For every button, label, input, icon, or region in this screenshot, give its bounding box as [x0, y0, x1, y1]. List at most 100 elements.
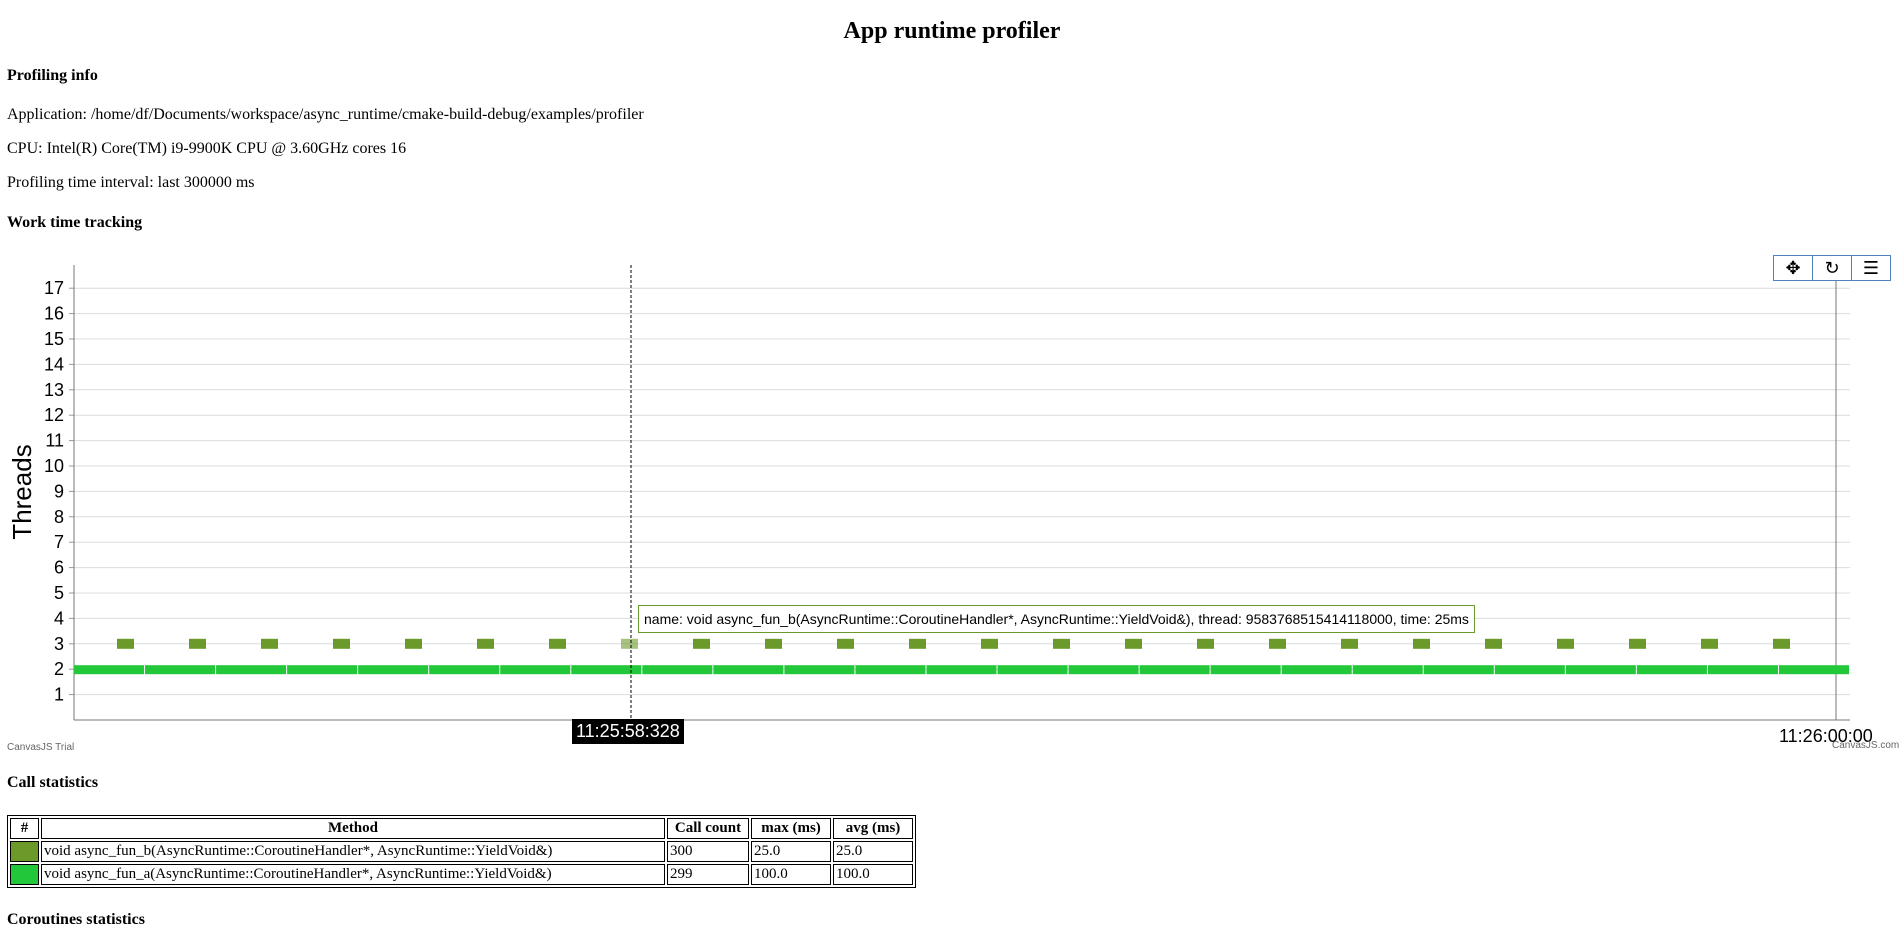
- bar-segment-fun-a[interactable]: [855, 665, 926, 675]
- bar-segment-fun-b[interactable]: [693, 638, 710, 649]
- bar-segment-fun-a[interactable]: [1068, 665, 1139, 675]
- col-max: max (ms): [751, 818, 831, 839]
- bar-segment-fun-b[interactable]: [477, 638, 494, 649]
- avg-cell: 100.0: [833, 864, 913, 885]
- col-call-count: Call count: [667, 818, 749, 839]
- y-axis-label: Threads: [7, 444, 37, 539]
- bar-segment-fun-a[interactable]: [1707, 665, 1778, 675]
- bar-segment-fun-b[interactable]: [1701, 638, 1718, 649]
- profiling-interval: Profiling time interval: last 300000 ms: [7, 174, 255, 191]
- bar-segment-fun-b[interactable]: [189, 638, 206, 649]
- bar-segment-fun-a[interactable]: [1210, 665, 1281, 675]
- menu-icon: ☰: [1862, 257, 1880, 279]
- cursor-time-label: 11:25:58:328: [572, 719, 684, 744]
- bar-segment-fun-a[interactable]: [74, 665, 145, 675]
- bar-segment-fun-a[interactable]: [713, 665, 784, 675]
- canvasjs-credit[interactable]: CanvasJS.com: [1832, 740, 1900, 751]
- y-tick-label: 12: [44, 405, 64, 425]
- y-tick-label: 16: [44, 304, 64, 324]
- call-count-cell: 299: [667, 864, 749, 885]
- bar-segment-fun-a[interactable]: [571, 665, 642, 675]
- bar-segment-fun-b[interactable]: [1341, 638, 1358, 649]
- bar-segment-fun-b[interactable]: [1485, 638, 1502, 649]
- bar-segment-fun-b[interactable]: [333, 638, 350, 649]
- bar-segment-fun-a[interactable]: [500, 665, 571, 675]
- bar-segment-fun-b[interactable]: [1773, 638, 1790, 649]
- call-stats-heading: Call statistics: [7, 774, 99, 791]
- col-avg: avg (ms): [833, 818, 913, 839]
- pan-button[interactable]: ✥: [1773, 255, 1813, 281]
- bar-segment-fun-a[interactable]: [1423, 665, 1494, 675]
- bar-segment-fun-b[interactable]: [549, 638, 566, 649]
- y-tick-label: 10: [44, 456, 64, 476]
- bar-segment-fun-b[interactable]: [261, 638, 278, 649]
- y-tick-label: 17: [44, 278, 64, 298]
- bar-segment-fun-a[interactable]: [1565, 665, 1636, 675]
- bar-segment-fun-a[interactable]: [145, 665, 216, 675]
- method-cell: void async_fun_b(AsyncRuntime::Coroutine…: [41, 841, 665, 862]
- cpu-info: CPU: Intel(R) Core(TM) i9-9900K CPU @ 3.…: [7, 140, 407, 157]
- bar-segment-fun-b[interactable]: [1269, 638, 1286, 649]
- page-title: App runtime profiler: [843, 18, 1061, 44]
- method-cell: void async_fun_a(AsyncRuntime::Coroutine…: [41, 864, 665, 885]
- y-tick-label: 6: [54, 558, 64, 578]
- bar-segment-fun-a[interactable]: [429, 665, 500, 675]
- bar-segment-fun-b[interactable]: [621, 638, 638, 649]
- bar-segment-fun-b[interactable]: [1125, 638, 1142, 649]
- canvasjs-trial-credit: CanvasJS Trial: [7, 742, 75, 753]
- bar-segment-fun-a[interactable]: [287, 665, 358, 675]
- call-count-cell: 300: [667, 841, 749, 862]
- bar-segment-fun-a[interactable]: [216, 665, 287, 675]
- bar-segment-fun-b[interactable]: [765, 638, 782, 649]
- bar-segment-fun-b[interactable]: [981, 638, 998, 649]
- y-tick-label: 8: [54, 507, 64, 527]
- bar-segment-fun-a[interactable]: [784, 665, 855, 675]
- max-cell: 25.0: [751, 841, 831, 862]
- bar-segment-fun-a[interactable]: [1139, 665, 1210, 675]
- y-tick-label: 4: [54, 608, 64, 628]
- bar-segment-fun-a[interactable]: [1352, 665, 1423, 675]
- work-time-heading: Work time tracking: [7, 214, 143, 231]
- y-tick-label: 14: [44, 354, 64, 374]
- coroutines-heading: Coroutines statistics: [7, 911, 145, 928]
- end-time-label: 11:26:00:00: [1779, 726, 1873, 746]
- reset-icon: ↻: [1824, 257, 1840, 279]
- menu-button[interactable]: ☰: [1851, 255, 1891, 281]
- bar-segment-fun-a[interactable]: [926, 665, 997, 675]
- bar-segment-fun-a[interactable]: [642, 665, 713, 675]
- y-tick-label: 5: [54, 583, 64, 603]
- y-tick-label: 9: [54, 481, 64, 501]
- bar-segment-fun-b[interactable]: [1053, 638, 1070, 649]
- y-tick-label: 7: [54, 532, 64, 552]
- y-tick-label: 15: [44, 329, 64, 349]
- bar-segment-fun-a[interactable]: [358, 665, 429, 675]
- reset-button[interactable]: ↻: [1812, 255, 1852, 281]
- chart-tooltip: name: void async_fun_b(AsyncRuntime::Cor…: [638, 605, 1475, 633]
- y-tick-label: 11: [45, 431, 64, 451]
- bar-segment-fun-b[interactable]: [1413, 638, 1430, 649]
- call-stats-table: # Method Call count max (ms) avg (ms) vo…: [7, 815, 916, 888]
- bar-segment-fun-b[interactable]: [837, 638, 854, 649]
- color-swatch: [10, 841, 39, 862]
- bar-segment-fun-b[interactable]: [1629, 638, 1646, 649]
- bar-segment-fun-b[interactable]: [117, 638, 134, 649]
- bar-segment-fun-a[interactable]: [1281, 665, 1352, 675]
- profiling-info-heading: Profiling info: [7, 67, 98, 84]
- bar-segment-fun-a[interactable]: [1636, 665, 1707, 675]
- bar-segment-fun-b[interactable]: [1557, 638, 1574, 649]
- y-tick-label: 3: [54, 634, 64, 654]
- table-row: void async_fun_b(AsyncRuntime::Coroutine…: [10, 841, 913, 862]
- y-tick-label: 13: [44, 380, 64, 400]
- avg-cell: 25.0: [833, 841, 913, 862]
- col-index: #: [10, 818, 39, 839]
- bar-segment-fun-a[interactable]: [1494, 665, 1565, 675]
- bar-segment-fun-b[interactable]: [1197, 638, 1214, 649]
- bar-segment-fun-a[interactable]: [997, 665, 1068, 675]
- bar-segment-fun-b[interactable]: [909, 638, 926, 649]
- pan-icon: ✥: [1785, 257, 1801, 279]
- bar-segment-fun-a[interactable]: [1778, 665, 1849, 675]
- bar-segment-fun-b[interactable]: [405, 638, 422, 649]
- application-path: Application: /home/df/Documents/workspac…: [7, 106, 644, 123]
- chart-toolbar: ✥ ↻ ☰: [1773, 255, 1891, 281]
